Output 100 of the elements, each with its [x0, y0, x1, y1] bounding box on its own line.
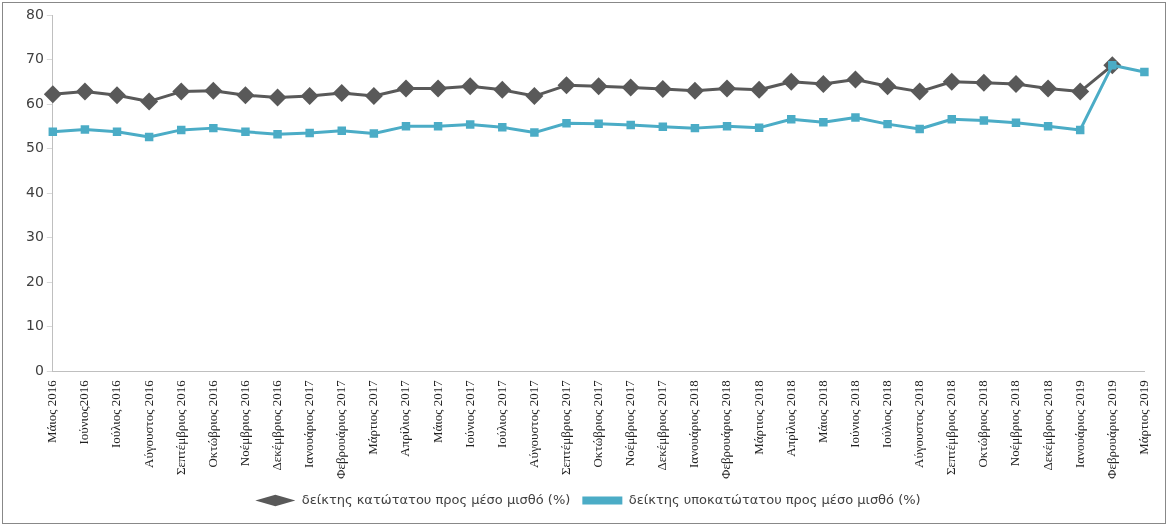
y-tick-label: 0: [34, 361, 44, 378]
y-tick-label: 10: [25, 317, 44, 334]
point: [653, 79, 672, 98]
x-tick-label: Νοέμβριος 2017: [622, 379, 638, 467]
point: [493, 80, 512, 99]
point: [814, 75, 833, 94]
x-tick-label: Ιούνιος 2017: [461, 379, 477, 448]
point: [369, 129, 379, 138]
x-tick-label: Φεβρουάριος 2019: [1103, 380, 1119, 480]
point: [910, 82, 929, 101]
x-tick-label: Σεπτέμβριος 2017: [557, 379, 573, 476]
y-tick-label: 20: [25, 272, 44, 289]
point: [589, 77, 608, 96]
point: [915, 124, 924, 134]
point: [530, 128, 539, 137]
x-tick-label: Νοέμβριος 2018: [1007, 380, 1023, 467]
point: [525, 87, 544, 106]
point: [433, 122, 443, 131]
point: [401, 122, 411, 131]
x-tick-label: Ιούλιος 2016: [108, 379, 124, 449]
x-tick-label: Μάιος 2017: [429, 379, 445, 444]
y-tick-label: 40: [25, 183, 44, 200]
point: [48, 127, 58, 136]
x-tick-label: Οκτώβριος 2018: [975, 380, 991, 468]
x-tick-label: Μάρτιος 2019: [1135, 380, 1151, 455]
point: [236, 86, 255, 105]
point: [1006, 75, 1025, 94]
point: [1071, 82, 1090, 101]
legend-label: δείκτης υποκατώτατου προς μέσο μισθό (%): [628, 491, 921, 507]
point: [974, 73, 993, 92]
x-tick-label: Απρίλιος 2018: [782, 380, 798, 457]
point: [498, 122, 507, 132]
point: [364, 87, 383, 106]
point: [878, 77, 897, 96]
point: [942, 72, 961, 91]
x-tick-label: Ιανουάριος 2017: [301, 379, 317, 468]
x-tick-label: Απρίλιος 2017: [397, 379, 413, 457]
x-tick-label: Μάιος 2018: [814, 380, 830, 444]
x-tick-label: Αύγουστος 2016: [140, 379, 156, 468]
x-tick-label: Αύγουστος 2017: [525, 379, 541, 468]
x-tick-label: Ιούνιος2016: [76, 379, 92, 445]
x-tick-label: Μάρτιος 2018: [750, 380, 766, 455]
point: [461, 77, 480, 96]
x-tick-label: Φεβρουάριος 2018: [718, 380, 734, 480]
point: [80, 125, 90, 134]
point: [722, 122, 732, 131]
point: [43, 85, 62, 104]
point: [396, 79, 415, 98]
y-tick-label: 50: [25, 139, 44, 156]
point: [465, 120, 475, 129]
x-tick-label: Ιούνιος 2018: [846, 380, 862, 448]
x-tick-label: Οκτώβριος 2017: [590, 379, 606, 468]
x-tick-label: Δεκέμβριος 2016: [268, 379, 284, 471]
point: [209, 123, 218, 133]
point: [754, 123, 764, 132]
point: [268, 88, 287, 107]
x-tick-label: Ιανουάριος 2018: [686, 380, 702, 468]
x-tick-label: Ιανουάριος 2019: [1071, 380, 1087, 468]
x-tick-label: Σεπτέμβριος 2018: [943, 380, 959, 476]
x-tick-label: Δεκέμβριος 2017: [654, 379, 670, 471]
x-tick-label: Δεκέμβριος 2018: [1039, 380, 1055, 471]
legend-label: δείκτης κατώτατου προς μέσο μισθό (%): [301, 491, 571, 507]
y-tick-label: 60: [25, 94, 44, 111]
point: [819, 118, 828, 127]
point: [429, 79, 448, 98]
y-tick-label: 30: [25, 228, 44, 245]
point: [204, 81, 223, 100]
point: [273, 130, 282, 139]
point: [562, 118, 571, 128]
x-tick-label: Μάιος 2016: [44, 379, 60, 444]
x-tick-label: Οκτώβριος 2016: [204, 379, 220, 468]
point: [685, 81, 704, 100]
point: [750, 80, 769, 99]
point: [782, 72, 801, 91]
point: [305, 128, 314, 138]
point: [846, 70, 865, 89]
point: [594, 119, 603, 128]
point: [241, 127, 250, 136]
y-tick-label: 70: [25, 50, 44, 67]
point: [718, 79, 737, 98]
x-tick-label: Αύγουστος 2018: [911, 380, 927, 468]
point: [621, 78, 640, 97]
point: [140, 92, 159, 111]
point: [1039, 79, 1058, 98]
x-tick-label: Νοέμβριος 2016: [236, 379, 252, 467]
x-tick-label: Σεπτέμβριος 2016: [172, 379, 188, 476]
point: [75, 82, 94, 101]
y-tick-label: 80: [25, 5, 44, 22]
point: [300, 87, 319, 106]
x-tick-label: Ιούλιος 2018: [878, 380, 894, 449]
point: [883, 119, 892, 129]
x-tick-label: Μάρτιος 2017: [365, 379, 381, 455]
point: [332, 83, 351, 102]
x-tick-label: Φεβρουάριος 2017: [333, 379, 349, 480]
point: [108, 86, 127, 105]
point: [626, 120, 635, 130]
point: [112, 127, 122, 136]
point: [1140, 67, 1149, 77]
point: [979, 116, 989, 125]
point: [557, 76, 576, 95]
